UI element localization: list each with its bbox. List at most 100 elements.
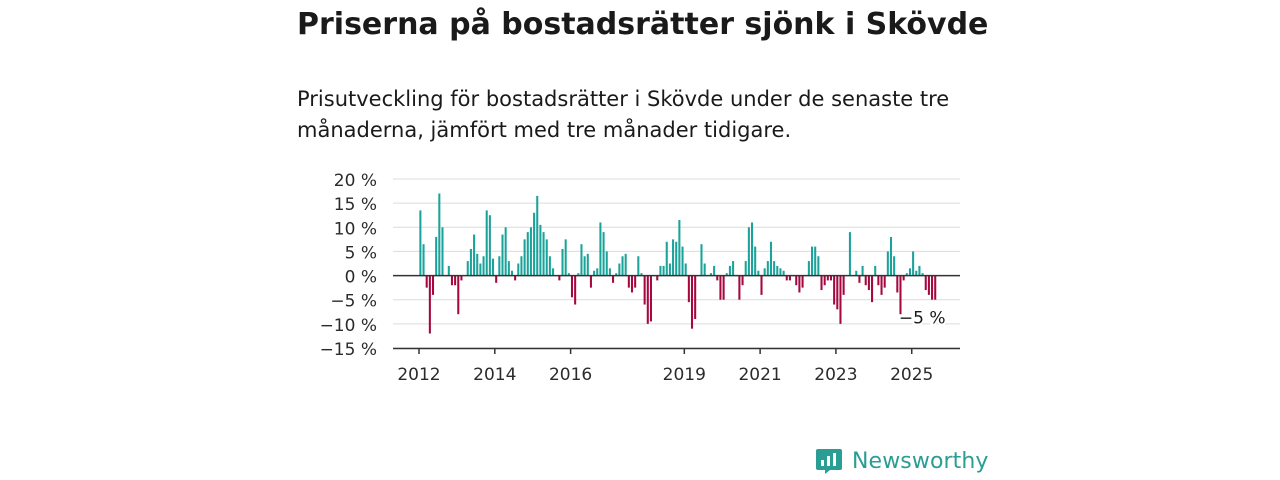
y-tick-label: 10 %: [334, 219, 377, 239]
x-tick-label: 2025: [890, 365, 933, 385]
bar: [757, 270, 760, 276]
bar: [915, 270, 918, 276]
bar: [880, 275, 883, 295]
x-tick-label: 2012: [397, 365, 440, 385]
bar: [646, 275, 649, 324]
y-axis-ticks: 20 % 15 % 10 % 5 % 0 % −5 % −10 % −15 %: [320, 171, 377, 360]
y-tick-label: 15 %: [334, 195, 377, 215]
brand-name: Newsworthy: [852, 448, 989, 474]
bar: [520, 256, 523, 276]
bar: [871, 275, 874, 303]
bar: [589, 275, 592, 288]
bar: [428, 275, 431, 334]
bar: [867, 275, 870, 291]
bar: [782, 270, 785, 276]
bar: [495, 275, 498, 283]
y-tick-label: 0 %: [345, 268, 377, 288]
bar: [902, 275, 905, 281]
bar: [561, 249, 564, 276]
bar: [807, 261, 810, 276]
bar: [488, 215, 491, 276]
bar: [921, 273, 924, 276]
bar: [773, 261, 776, 276]
bar: [482, 256, 485, 276]
y-tick-label: 20 %: [334, 171, 377, 191]
bar: [896, 275, 899, 293]
bar: [656, 275, 659, 281]
bar: [918, 265, 921, 276]
bar: [725, 273, 728, 276]
bar: [510, 270, 514, 276]
bar: [848, 232, 851, 276]
bar: [820, 275, 823, 291]
bar: [684, 263, 687, 276]
bar: [788, 275, 791, 281]
bar: [751, 222, 754, 276]
bar: [457, 275, 460, 315]
bar: [662, 265, 665, 276]
bar: [580, 244, 583, 276]
bar: [668, 263, 671, 276]
bar: [627, 275, 630, 288]
x-tick-label: 2016: [549, 365, 592, 385]
bar: [479, 263, 482, 276]
bar: [833, 275, 836, 305]
bar: [889, 236, 893, 276]
bar: [924, 275, 927, 291]
bar: [548, 256, 551, 276]
bar: [450, 275, 453, 286]
last-value-label: −5 %: [899, 309, 946, 329]
bar: [422, 244, 425, 276]
bar: [605, 251, 608, 276]
bar: [460, 275, 463, 281]
bar: [533, 212, 536, 276]
bar: [435, 236, 438, 276]
x-tick-label: 2019: [663, 365, 706, 385]
bar: [476, 253, 479, 276]
bar: [602, 232, 605, 276]
bar: [539, 224, 542, 276]
x-tick-label: 2014: [473, 365, 516, 385]
bar: [564, 239, 567, 276]
bar: [583, 256, 586, 276]
bar: [659, 265, 662, 276]
bar: [864, 275, 867, 286]
bar: [504, 227, 507, 276]
bar: [700, 244, 703, 276]
bar: [438, 193, 441, 276]
bar: [861, 265, 864, 276]
bar: [690, 275, 694, 329]
bar: [612, 275, 615, 283]
newsworthy-brand: Newsworthy: [815, 446, 989, 476]
bar: [732, 261, 735, 276]
bar: [741, 275, 744, 286]
bar-chart: 20 %15 %10 %5 %0 %−5 %−10 %−15 % 2012 201…: [320, 171, 960, 385]
y-tick-label: −15 %: [320, 340, 377, 360]
bars: [419, 193, 937, 334]
bar: [466, 261, 469, 276]
bar: [709, 273, 712, 276]
bar: [640, 273, 643, 276]
bar: [931, 275, 934, 300]
bar: [630, 275, 634, 293]
bar: [492, 258, 495, 276]
bar: [719, 275, 722, 300]
bar: [728, 265, 731, 276]
y-tick-label: −5 %: [330, 292, 377, 312]
bar: [672, 239, 675, 276]
bar: [454, 275, 457, 286]
bar: [908, 268, 911, 276]
bar: [883, 275, 886, 288]
bar: [545, 239, 548, 276]
bar: [441, 227, 444, 276]
bar: [577, 273, 580, 276]
bar: [618, 263, 621, 276]
bar: [498, 256, 501, 276]
bar: [501, 234, 504, 276]
bar: [754, 246, 757, 276]
bar: [899, 275, 902, 315]
bar: [779, 268, 782, 276]
bar: [877, 275, 880, 286]
bar: [738, 275, 741, 300]
bar: [681, 246, 684, 276]
